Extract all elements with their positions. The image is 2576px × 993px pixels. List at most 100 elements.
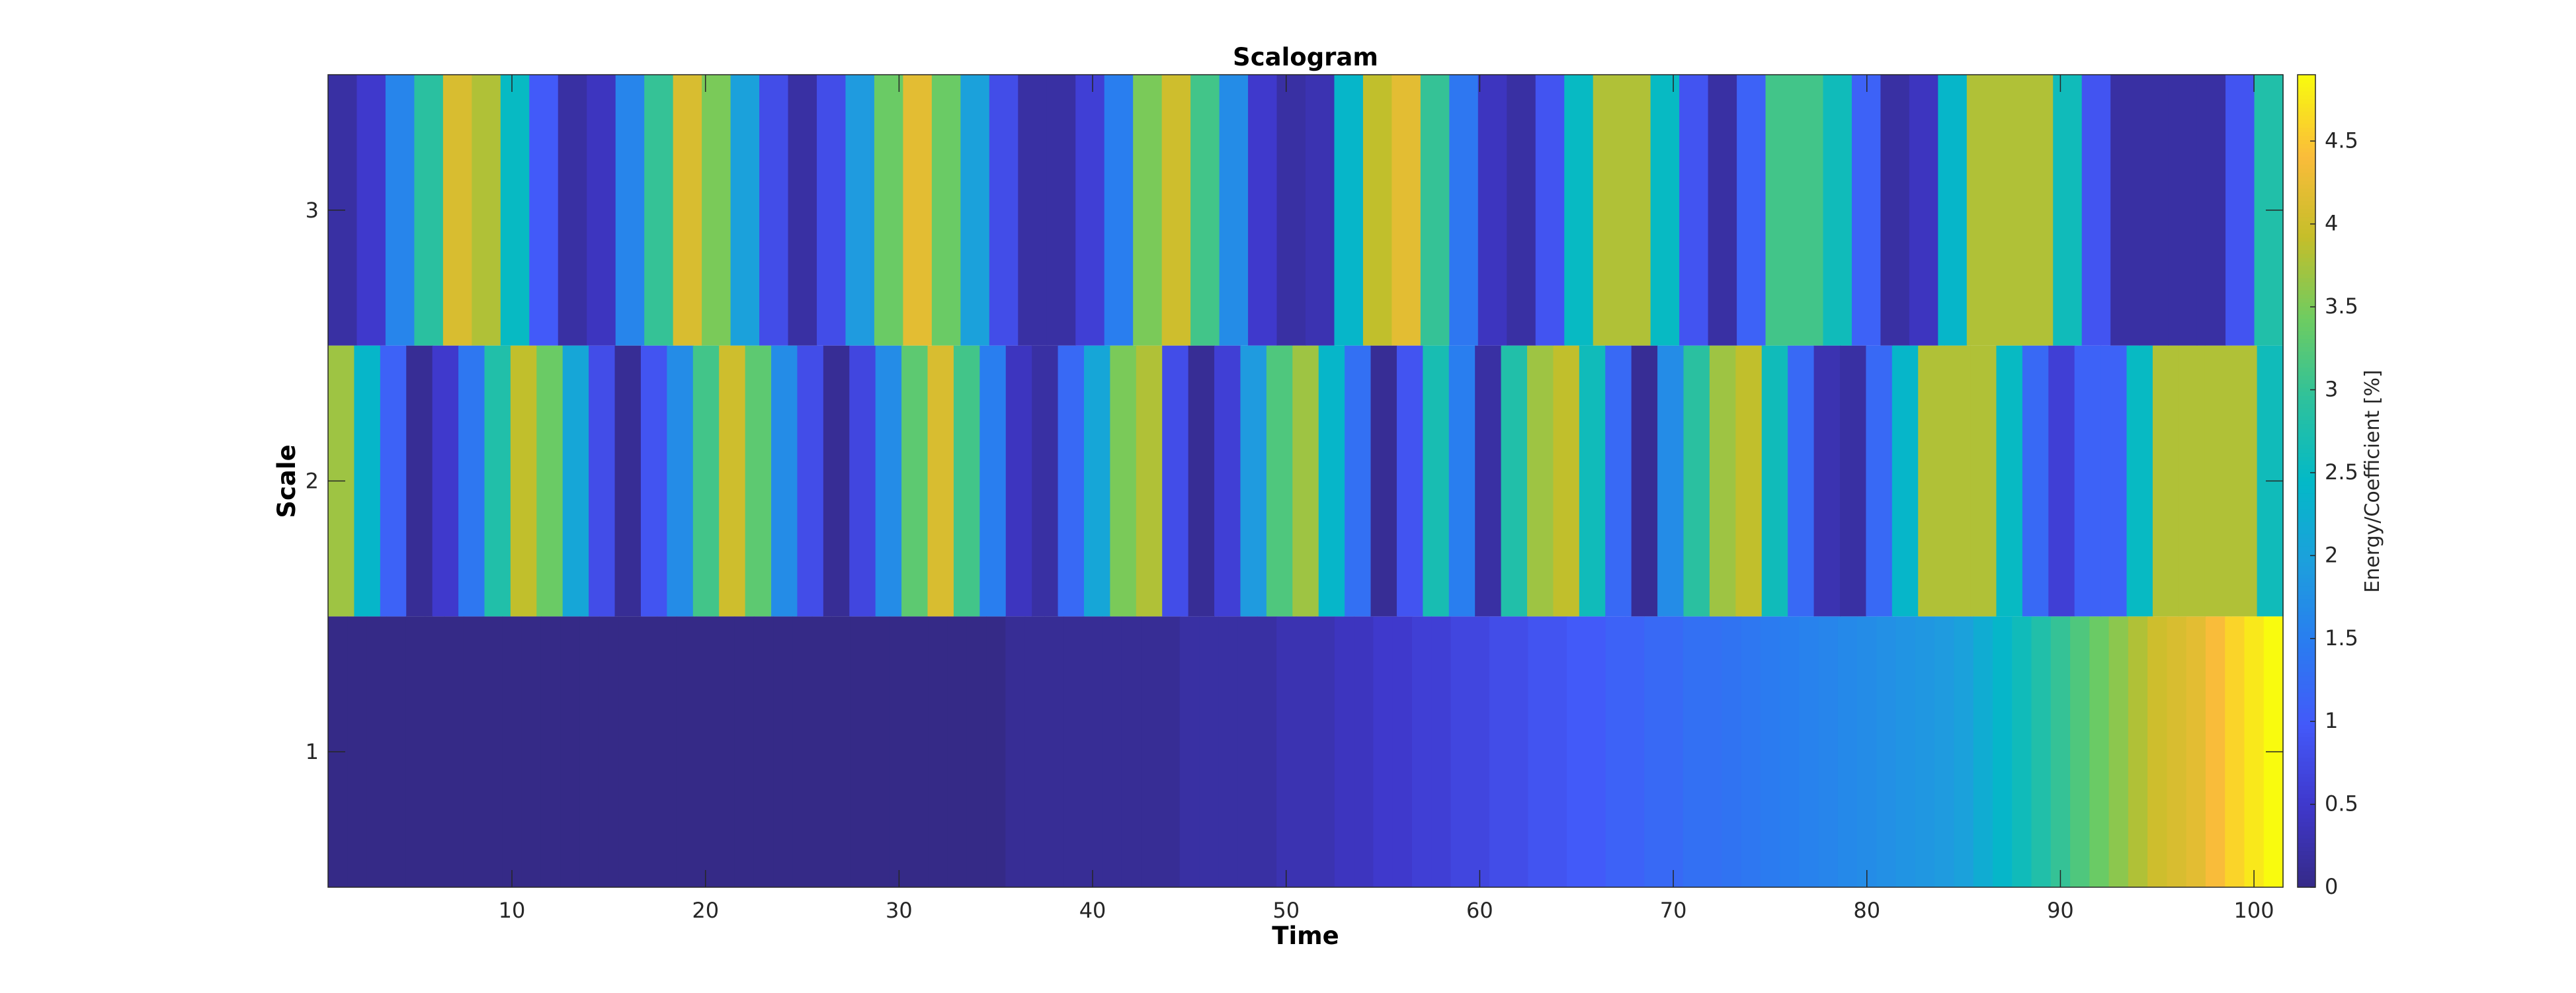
colorbar-segment — [2298, 830, 2315, 835]
heatmap-cell — [745, 345, 772, 617]
heatmap-cell — [502, 616, 522, 887]
colorbar-segment — [2298, 123, 2315, 128]
heatmap-cell — [1334, 616, 1354, 887]
colorbar-segment — [2298, 269, 2315, 274]
colorbar-segment — [2298, 806, 2315, 811]
colorbar-segment — [2298, 716, 2315, 721]
colorbar-segment — [2298, 631, 2315, 636]
colorbar-segment — [2298, 196, 2315, 202]
heatmap-cell — [356, 75, 386, 346]
colorbar-segment — [2298, 322, 2315, 327]
colorbar-segment — [2298, 526, 2315, 530]
heatmap-cell — [1373, 616, 1393, 887]
colorbar-segment — [2298, 871, 2315, 876]
colorbar-tick-label: 4 — [2325, 211, 2338, 236]
heatmap-cell — [442, 75, 473, 346]
heatmap-cell — [1631, 345, 1658, 617]
colorbar-segment — [2298, 192, 2315, 197]
colorbar-segment — [2298, 668, 2315, 672]
colorbar-segment — [2298, 517, 2315, 522]
colorbar-segment — [2298, 757, 2315, 762]
colorbar-segment — [2298, 765, 2315, 770]
colorbar-segment — [2298, 818, 2315, 823]
heatmap-cell — [589, 345, 616, 617]
x-tick-label: 90 — [2047, 898, 2074, 923]
colorbar-segment — [2298, 822, 2315, 827]
heatmap-cell — [1121, 616, 1142, 887]
heatmap-cell — [1683, 616, 1703, 887]
heatmap-cell — [1954, 616, 1974, 887]
heatmap-cell — [1083, 616, 1103, 887]
heatmap-cell — [966, 616, 987, 887]
heatmap-cell — [529, 75, 559, 346]
heatmap-cell — [1799, 616, 1819, 887]
colorbar-segment — [2298, 282, 2315, 287]
heatmap-cell — [931, 75, 962, 346]
colorbar-segment — [2298, 850, 2315, 855]
colorbar-segment — [2298, 477, 2315, 482]
heatmap-cell — [1527, 345, 1554, 617]
colorbar-segment — [2298, 594, 2315, 600]
heatmap-cell — [1579, 345, 1606, 617]
colorbar-segment — [2298, 75, 2315, 79]
heatmap-cell — [1219, 75, 1249, 346]
colorbar-segment — [2298, 736, 2315, 742]
heatmap-cell — [618, 616, 639, 887]
colorbar-segment — [2298, 639, 2315, 644]
heatmap-cell — [1411, 616, 1433, 887]
colorbar-segment — [2298, 391, 2315, 397]
colorbar-segment — [2298, 692, 2315, 697]
heatmap-cell — [811, 616, 832, 887]
heatmap-cell — [521, 616, 542, 887]
heatmap-cell — [1857, 616, 1878, 887]
heatmap-cell — [1005, 616, 1026, 887]
heatmap-cell — [1509, 616, 1529, 887]
heatmap-cell — [500, 75, 530, 346]
heatmap-cell — [484, 345, 511, 617]
heatmap-cell — [1292, 345, 1319, 617]
heatmap-cell — [1161, 75, 1191, 346]
colorbar-segment — [2298, 781, 2315, 786]
heatmap-cell — [849, 345, 876, 617]
heatmap-cell — [1839, 345, 1867, 617]
colorbar-segment — [2298, 212, 2315, 218]
heatmap-cell — [1528, 616, 1548, 887]
heatmap-cell — [831, 616, 852, 887]
heatmap-cell — [1104, 75, 1134, 346]
heatmap-cell — [2147, 616, 2168, 887]
colorbar-frame — [2297, 74, 2316, 888]
heatmap-cell — [1110, 345, 1137, 617]
heatmap-cell — [2126, 345, 2153, 617]
colorbar-segment — [2298, 729, 2315, 734]
colorbar-segment — [2298, 383, 2315, 388]
heatmap-cell — [366, 616, 387, 887]
colorbar-segment — [2298, 338, 2315, 344]
colorbar-segment — [2298, 810, 2315, 814]
heatmap-cell — [676, 616, 696, 887]
heatmap-cell — [1188, 345, 1215, 617]
colorbar-segment — [2298, 331, 2315, 335]
heatmap-cell — [615, 75, 645, 346]
heatmap-cell — [715, 616, 735, 887]
heatmap-cell — [1780, 616, 1800, 887]
heatmap-cell — [1679, 75, 1709, 346]
colorbar-segment — [2298, 753, 2315, 758]
colorbar-segment — [2298, 136, 2315, 140]
heatmap-cell — [1199, 616, 1220, 887]
heatmap-cell — [1160, 616, 1181, 887]
colorbar-segment — [2298, 505, 2315, 510]
colorbar-segment — [2298, 233, 2315, 238]
heatmap-cell — [1276, 75, 1306, 346]
heatmap-cell — [354, 345, 381, 617]
colorbar-segment — [2298, 562, 2315, 567]
colorbar-segment — [2298, 155, 2315, 161]
y-tick-label: 2 — [306, 469, 319, 494]
x-tick-label: 60 — [1466, 898, 1493, 923]
heatmap-cell — [1306, 75, 1335, 346]
heatmap-cell — [463, 616, 483, 887]
heatmap-cell — [2031, 616, 2052, 887]
heatmap-cell — [1420, 75, 1450, 346]
colorbar-segment — [2298, 664, 2315, 668]
heatmap-cell — [1995, 75, 2025, 346]
colorbar-segment — [2298, 99, 2315, 104]
